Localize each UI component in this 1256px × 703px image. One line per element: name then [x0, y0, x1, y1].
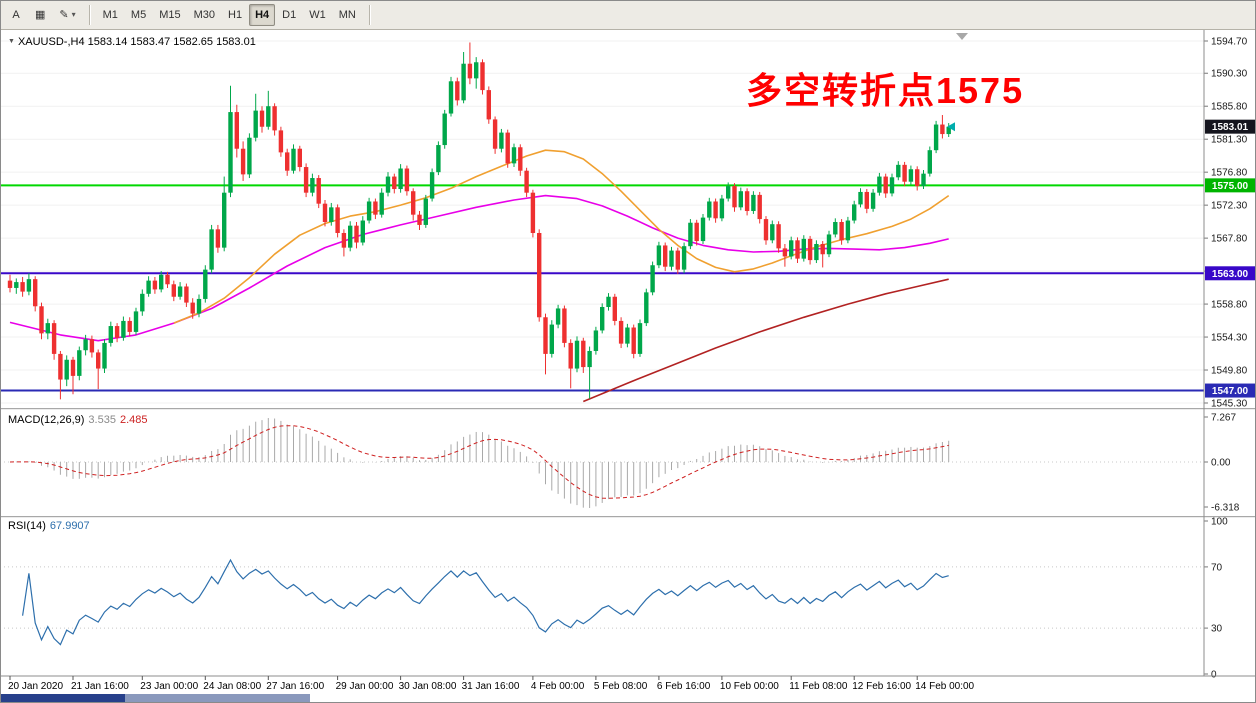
- chart-annotation-text[interactable]: 多空转折点1575: [746, 70, 1025, 111]
- price-tag-1547.00: 1547.00: [1205, 383, 1256, 398]
- bottom-bar-left: [0, 694, 125, 703]
- rsi-axis-label: 30: [1211, 624, 1223, 635]
- time-axis-label: 24 Jan 08:00: [203, 681, 261, 692]
- macd-axis-label: 0.00: [1211, 458, 1231, 469]
- chart-template-button[interactable]: ▦: [29, 4, 51, 26]
- svg-text:1563.00: 1563.00: [1212, 269, 1249, 280]
- price-axis-label: 1545.30: [1211, 399, 1248, 410]
- time-axis-label: 11 Feb 08:00: [789, 681, 848, 692]
- price-axis-label: 1590.30: [1211, 69, 1248, 80]
- timeframe-button-group: M1 M5 M15 M30 H1 H4 D1 W1 MN: [97, 3, 362, 26]
- candlestick-series: [7, 42, 951, 400]
- svg-text:1575.00: 1575.00: [1212, 181, 1249, 192]
- time-axis-label: 21 Jan 16:00: [71, 681, 129, 692]
- price-tag-1583.01: 1583.01: [1205, 119, 1256, 134]
- timeframe-m5-button[interactable]: M5: [125, 4, 152, 26]
- rsi-axis-label: 70: [1211, 562, 1223, 573]
- time-axis-label: 29 Jan 00:00: [336, 681, 394, 692]
- chart-background[interactable]: [0, 30, 1256, 694]
- time-axis-label: 14 Feb 00:00: [915, 681, 974, 692]
- bottom-bar-right: [125, 694, 310, 703]
- tool-button-group: A ▦ ✎ ▾: [5, 4, 82, 26]
- price-axis-label: 1581.30: [1211, 135, 1248, 146]
- time-axis-label: 30 Jan 08:00: [399, 681, 457, 692]
- rsi-axis-label: 0: [1211, 670, 1217, 681]
- time-axis-label: 23 Jan 00:00: [140, 681, 198, 692]
- timeframe-m1-button[interactable]: M1: [97, 4, 124, 26]
- rsi-value: 67.9907: [49, 520, 90, 532]
- macd-main-value: 3.535: [88, 414, 116, 426]
- draw-objects-dropdown[interactable]: ✎ ▾: [53, 4, 81, 26]
- price-axis-label: 1576.80: [1211, 168, 1248, 179]
- symbol-ohlc-text: XAUUSD-,H4 1583.14 1583.47 1582.65 1583.…: [17, 36, 256, 48]
- timeframe-d1-button[interactable]: D1: [276, 4, 302, 26]
- annotation-tool-button[interactable]: A: [5, 4, 27, 26]
- macd-histogram: [15, 418, 950, 508]
- macd-name: MACD(12,26,9): [8, 414, 85, 426]
- time-axis-label: 12 Feb 16:00: [852, 681, 911, 692]
- toolbar-separator: [88, 4, 90, 25]
- toolbar-separator: [368, 4, 370, 25]
- timeframe-m30-button[interactable]: M30: [188, 4, 221, 26]
- price-axis-label: 1554.30: [1211, 333, 1248, 344]
- price-axis-label: 1585.80: [1211, 102, 1248, 113]
- price-axis-label: 1549.80: [1211, 366, 1248, 377]
- price-tag-1575.00: 1575.00: [1205, 178, 1256, 193]
- time-axis-label: 6 Feb 16:00: [657, 681, 711, 692]
- svg-text:1547.00: 1547.00: [1212, 386, 1249, 397]
- time-axis-label: 5 Feb 08:00: [594, 681, 648, 692]
- rsi-name: RSI(14): [8, 520, 46, 532]
- timeframe-h1-button[interactable]: H1: [222, 4, 248, 26]
- time-axis-label: 20 Jan 2020: [8, 681, 63, 692]
- symbol-marker-icon: ▼: [8, 38, 15, 45]
- ma-slow-darkred-line: [582, 278, 949, 403]
- timeframe-m15-button[interactable]: M15: [153, 4, 186, 26]
- price-axis-label: 1594.70: [1211, 37, 1248, 48]
- price-axis-label: 1567.80: [1211, 234, 1248, 245]
- time-axis-label: 31 Jan 16:00: [462, 681, 520, 692]
- main-toolbar: A ▦ ✎ ▾ M1 M5 M15 M30 H1 H4 D1 W1 MN: [0, 0, 1256, 30]
- chart-shift-marker-icon[interactable]: [956, 33, 968, 40]
- rsi-indicator-label: RSI(14) 67.9907: [8, 520, 90, 532]
- rsi-axis-label: 100: [1211, 517, 1228, 528]
- timeframe-h4-button[interactable]: H4: [249, 3, 276, 26]
- price-tag-1563.00: 1563.00: [1205, 266, 1256, 281]
- svg-text:1583.01: 1583.01: [1212, 122, 1249, 133]
- dropdown-caret-icon: ▾: [71, 10, 76, 19]
- time-axis-label: 4 Feb 00:00: [531, 681, 585, 692]
- time-axis-label: 27 Jan 16:00: [266, 681, 324, 692]
- rsi-line: [22, 558, 949, 646]
- last-price-arrow-icon: [947, 122, 955, 132]
- macd-indicator-label: MACD(12,26,9) 3.535 2.485: [8, 414, 147, 426]
- macd-signal-value: 2.485: [119, 414, 148, 426]
- timeframe-mn-button[interactable]: MN: [333, 4, 362, 26]
- price-axis-label: 1572.30: [1211, 201, 1248, 212]
- macd-axis-label: -6.318: [1211, 503, 1240, 514]
- timeframe-w1-button[interactable]: W1: [303, 4, 332, 26]
- time-axis-label: 10 Feb 00:00: [720, 681, 779, 692]
- price-axis-label: 1558.80: [1211, 300, 1248, 311]
- macd-axis-label: 7.267: [1211, 413, 1236, 424]
- symbol-title: ▼ XAUUSD-,H4 1583.14 1583.47 1582.65 1583…: [8, 36, 256, 48]
